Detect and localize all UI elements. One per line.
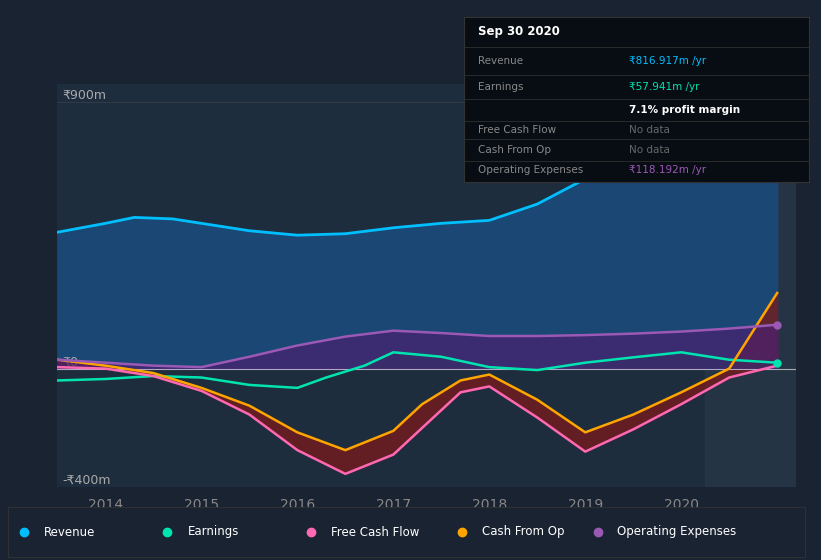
- Text: Cash From Op: Cash From Op: [478, 145, 551, 155]
- Text: 7.1% profit margin: 7.1% profit margin: [630, 105, 741, 115]
- Text: No data: No data: [630, 125, 670, 135]
- Text: -₹400m: -₹400m: [62, 474, 111, 487]
- Text: Earnings: Earnings: [478, 82, 523, 92]
- Text: Cash From Op: Cash From Op: [482, 525, 565, 539]
- Text: ₹118.192m /yr: ₹118.192m /yr: [630, 165, 707, 175]
- Text: Revenue: Revenue: [44, 525, 95, 539]
- Text: Revenue: Revenue: [478, 55, 523, 66]
- Bar: [705, 84, 796, 487]
- Text: No data: No data: [630, 145, 670, 155]
- Text: Operating Expenses: Operating Expenses: [478, 165, 583, 175]
- Text: Earnings: Earnings: [187, 525, 239, 539]
- Text: ₹816.917m /yr: ₹816.917m /yr: [630, 55, 707, 66]
- Text: Operating Expenses: Operating Expenses: [617, 525, 736, 539]
- Text: Free Cash Flow: Free Cash Flow: [478, 125, 556, 135]
- Text: ₹900m: ₹900m: [62, 89, 106, 102]
- Text: ₹57.941m /yr: ₹57.941m /yr: [630, 82, 699, 92]
- Text: ₹0: ₹0: [62, 356, 78, 368]
- Text: Sep 30 2020: Sep 30 2020: [478, 25, 560, 38]
- Text: Free Cash Flow: Free Cash Flow: [331, 525, 419, 539]
